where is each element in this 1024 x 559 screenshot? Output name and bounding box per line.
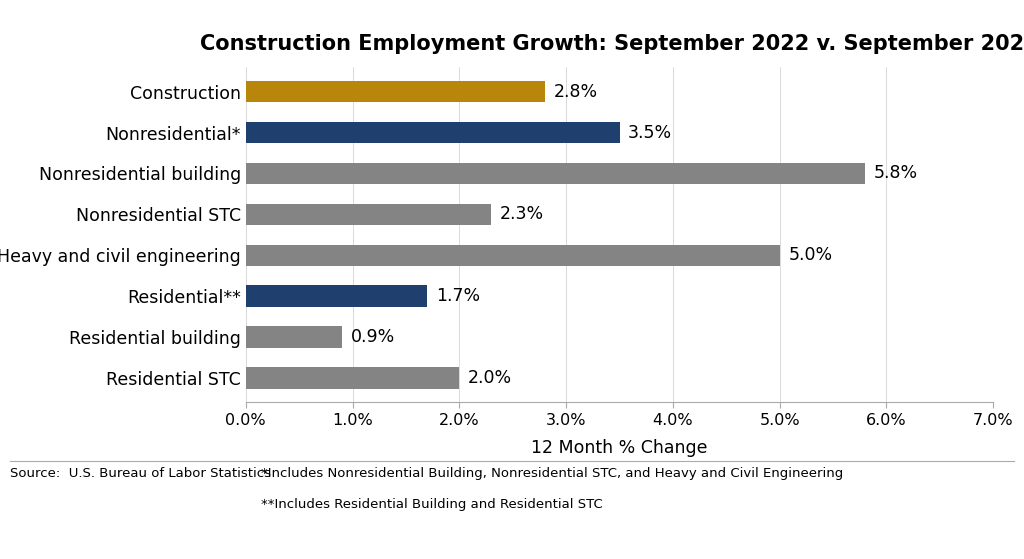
Text: **Includes Residential Building and Residential STC: **Includes Residential Building and Resi… [261,498,603,510]
Text: 2.3%: 2.3% [500,205,544,224]
Bar [246,163,865,184]
Bar [246,81,545,102]
Text: 2.8%: 2.8% [553,83,597,101]
Text: Source:  U.S. Bureau of Labor Statistics: Source: U.S. Bureau of Labor Statistics [10,467,271,480]
Bar [246,286,427,307]
X-axis label: 12 Month % Change: 12 Month % Change [531,439,708,457]
Bar [246,367,460,389]
Bar [246,122,620,143]
Bar [246,245,779,266]
Text: 1.7%: 1.7% [436,287,480,305]
Text: 5.8%: 5.8% [873,164,918,182]
Text: 5.0%: 5.0% [788,246,833,264]
Text: *Includes Nonresidential Building, Nonresidential STC, and Heavy and Civil Engin: *Includes Nonresidential Building, Nonre… [261,467,844,480]
Bar [246,326,342,348]
Text: 2.0%: 2.0% [468,369,512,387]
Text: 0.9%: 0.9% [350,328,394,346]
Title: Construction Employment Growth: September 2022 v. September 2023: Construction Employment Growth: Septembe… [201,35,1024,54]
Bar [246,203,492,225]
Text: 3.5%: 3.5% [628,124,672,141]
